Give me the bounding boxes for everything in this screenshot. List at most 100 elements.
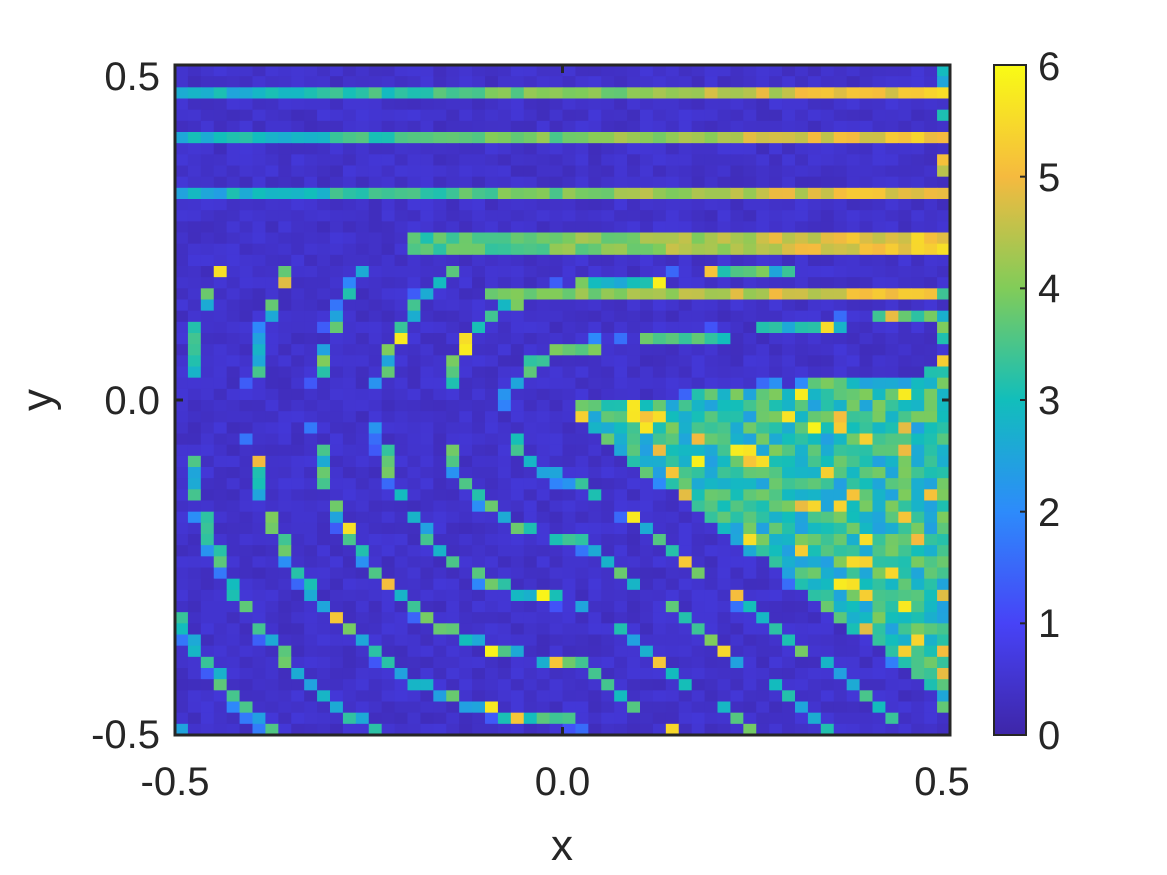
heatmap-cell (485, 254, 499, 267)
heatmap-cell (200, 333, 215, 345)
heatmap-cell (614, 187, 628, 200)
heatmap-cell (911, 221, 925, 234)
heatmap-cell (446, 65, 460, 77)
heatmap-cell (872, 366, 887, 379)
heatmap-cell (627, 623, 641, 636)
heatmap-cell (213, 65, 228, 77)
heatmap-cell (769, 277, 783, 289)
heatmap-cell (355, 444, 370, 457)
heatmap-cell (330, 221, 344, 234)
heatmap-cell (730, 534, 744, 546)
heatmap-cell (885, 76, 899, 88)
heatmap-cell (859, 723, 874, 736)
heatmap-cell (213, 534, 228, 546)
heatmap-cell (200, 132, 215, 144)
heatmap-cell (472, 701, 486, 714)
heatmap-cell (782, 690, 796, 703)
heatmap-cell (472, 143, 486, 155)
heatmap-cell (769, 723, 783, 736)
heatmap-cell (614, 143, 628, 155)
heatmap-cell (885, 634, 899, 647)
heatmap-cell (820, 277, 835, 289)
heatmap-cell (200, 176, 215, 189)
heatmap-cell (601, 76, 615, 88)
heatmap-cell (924, 511, 938, 524)
heatmap-cell (330, 623, 344, 636)
heatmap-cell (678, 723, 693, 736)
heatmap-cell (717, 522, 732, 535)
heatmap-cell (678, 400, 693, 412)
heatmap-cell (562, 266, 577, 278)
heatmap-cell (652, 76, 667, 88)
heatmap-cell (187, 176, 202, 189)
heatmap-cell (937, 589, 951, 602)
heatmap-cell (627, 355, 641, 368)
heatmap-cell (562, 277, 577, 289)
heatmap-cell (239, 701, 254, 714)
heatmap-cell (213, 634, 228, 647)
heatmap-cell (846, 310, 861, 323)
heatmap-cell (820, 500, 835, 513)
heatmap-cell (730, 176, 744, 189)
heatmap-cell (782, 656, 796, 669)
heatmap-cell (588, 534, 602, 546)
heatmap-cell (575, 277, 589, 289)
heatmap-cell (730, 567, 744, 580)
heatmap-cell (665, 321, 680, 334)
heatmap-cell (175, 310, 189, 323)
heatmap-cell (355, 333, 370, 345)
heatmap-cell (588, 277, 602, 289)
heatmap-cell (433, 500, 447, 513)
heatmap-cell (187, 679, 202, 691)
heatmap-cell (691, 723, 706, 736)
heatmap-cell (472, 232, 486, 245)
heatmap-cell (691, 601, 706, 613)
heatmap-cell (846, 333, 861, 345)
heatmap-cell (485, 411, 499, 423)
heatmap-cell (937, 266, 951, 278)
heatmap-cell (588, 132, 602, 144)
heatmap-cell (407, 656, 422, 669)
heatmap-cell (381, 344, 396, 356)
heatmap-cell (200, 723, 215, 736)
heatmap-cell (691, 288, 706, 301)
heatmap-cell (678, 333, 693, 345)
heatmap-cell (200, 601, 215, 613)
heatmap-cell (394, 221, 409, 234)
heatmap-cell (846, 199, 861, 211)
heatmap-cell (885, 388, 899, 401)
heatmap-cell (691, 433, 706, 446)
heatmap-cell (510, 634, 525, 647)
heatmap-cell (472, 366, 486, 379)
heatmap-cell (652, 478, 667, 490)
heatmap-cell (446, 534, 460, 546)
heatmap-cell (368, 76, 383, 88)
heatmap-cell (485, 366, 499, 379)
heatmap-cell (782, 199, 796, 211)
heatmap-cell (200, 65, 215, 77)
heatmap-cell (175, 455, 189, 468)
heatmap-cell (485, 556, 499, 569)
heatmap-cell (704, 243, 719, 256)
heatmap-cell (446, 76, 460, 88)
heatmap-cell (497, 266, 512, 278)
heatmap-cell (652, 288, 667, 301)
heatmap-cell (485, 545, 499, 557)
heatmap-cell (213, 243, 228, 256)
heatmap-cell (756, 578, 770, 591)
heatmap-cell (795, 388, 809, 401)
heatmap-cell (872, 589, 887, 602)
heatmap-cell (678, 388, 693, 401)
heatmap-cell (614, 355, 628, 368)
heatmap-cell (459, 500, 473, 513)
heatmap-cell (652, 210, 667, 222)
heatmap-cell (885, 534, 899, 546)
heatmap-cell (394, 176, 409, 189)
heatmap-cell (394, 299, 409, 312)
heatmap-cell (820, 701, 835, 714)
heatmap-cell (678, 690, 693, 703)
heatmap-cell (691, 422, 706, 435)
heatmap-cell (795, 143, 809, 155)
heatmap-cell (872, 333, 887, 345)
heatmap-cell (614, 712, 628, 725)
